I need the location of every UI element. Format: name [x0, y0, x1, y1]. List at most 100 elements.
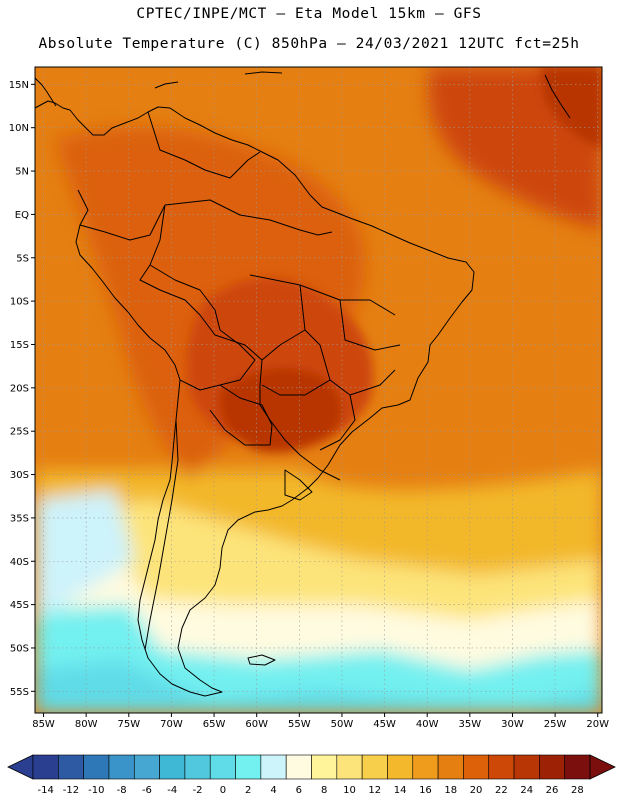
- colorbar-segment: [83, 754, 110, 780]
- title-line-1: CPTEC/INPE/MCT – Eta Model 15km – GFS: [136, 6, 482, 22]
- colorbar-label: 4: [270, 785, 276, 796]
- colorbar-label: -12: [63, 785, 79, 796]
- lat-tick-label: 35S: [10, 513, 29, 524]
- colorbar-label: 18: [444, 785, 457, 796]
- border-venezuela: [147, 111, 261, 179]
- lat-tick-label: 45S: [10, 600, 29, 611]
- colorbar-segment: [387, 754, 414, 780]
- colorbar-segment: [285, 754, 312, 780]
- colorbar-segment: [159, 754, 186, 780]
- lon-tick-label: 60W: [245, 719, 268, 730]
- colorbar-label: 24: [520, 785, 533, 796]
- colorbar-segment: [437, 754, 464, 780]
- colorbar-label: 2: [245, 785, 251, 796]
- coastlines: [35, 71, 571, 697]
- lat-tick-label: 20S: [10, 383, 29, 394]
- colorbar-label: -10: [88, 785, 104, 796]
- field-region-southwest-pacific-cold: [35, 490, 135, 620]
- field-region-southern-ocean-coldest: [35, 660, 602, 713]
- border-peru-colombia: [79, 204, 166, 241]
- border-brazil-west: [139, 204, 341, 481]
- colorbar-label: -2: [193, 785, 203, 796]
- colorbar-segment: [412, 754, 439, 780]
- lon-tick-label: 65W: [203, 719, 226, 730]
- lat-tick-label: 55S: [10, 687, 29, 698]
- lat-tick-label: 40S: [10, 557, 29, 568]
- colorbar-segment: [513, 754, 540, 780]
- falklands: [247, 654, 276, 666]
- colorbar-segment: [361, 754, 388, 780]
- border-argentina-chile: [144, 419, 179, 651]
- lat-tick-label: 50S: [10, 643, 29, 654]
- colorbar-segment: [539, 754, 565, 780]
- lon-tick-label: 20W: [586, 719, 609, 730]
- lat-tick-label: 10S: [10, 297, 29, 308]
- title-line-2: Absolute Temperature (C) 850hPa – 24/03/…: [38, 36, 580, 52]
- colorbar-segment: [488, 754, 515, 780]
- latitude-axis: 15N 10N 5N EQ 5S 10S 15S 20S 25S 30S 35S 40S 45S 50S 5…: [9, 80, 35, 698]
- lon-tick-label: 75W: [117, 719, 140, 730]
- colorbar-segment: [58, 754, 84, 780]
- colorbar-segment: [311, 754, 338, 780]
- map-frame: [34, 66, 603, 714]
- colorbar-segment: [32, 754, 59, 780]
- colorbar-label: 10: [343, 785, 356, 796]
- border-paraguay: [209, 384, 273, 446]
- lon-tick-label: 35W: [459, 719, 482, 730]
- lon-tick-label: 80W: [75, 719, 98, 730]
- colorbar-high-arrow: [589, 754, 616, 780]
- colorbar-segment: [260, 754, 287, 780]
- lon-tick-label: 45W: [373, 719, 396, 730]
- colorbar-label: -6: [142, 785, 152, 796]
- brazil-states: [249, 274, 401, 451]
- colorbar-segment: [133, 754, 160, 780]
- lat-tick-label: 25S: [10, 427, 29, 438]
- lon-tick-label: 55W: [288, 719, 311, 730]
- colorbar-label: -14: [37, 785, 53, 796]
- colorbar-segment: [564, 754, 591, 780]
- colorbar: -14 -12 -10 -8 -6 -4 -2 0 2 4 6 8 10 12 14 16 18 20 22 24 26…: [7, 754, 616, 796]
- colorbar-label: 14: [394, 785, 407, 796]
- field-region-ne-atlantic-hot: [540, 67, 602, 150]
- caribbean-islands: [154, 71, 571, 119]
- colorbar-segment: [184, 754, 211, 780]
- border-bolivia: [149, 264, 256, 391]
- lat-tick-label: EQ: [15, 210, 29, 221]
- lon-tick-label: 50W: [331, 719, 354, 730]
- border-uruguay: [284, 469, 313, 501]
- field-region-paraguay-sao-paulo-hot-spot: [219, 367, 343, 453]
- lat-tick-label: 30S: [10, 470, 29, 481]
- colorbar-label: 12: [368, 785, 381, 796]
- lon-tick-label: 85W: [32, 719, 55, 730]
- border-brazil-north: [164, 199, 333, 236]
- lat-lon-grid: [35, 67, 602, 713]
- colorbar-label: 0: [220, 785, 226, 796]
- temperature-field: [35, 67, 602, 713]
- lat-tick-label: 10N: [9, 123, 29, 134]
- colorbar-segment: [209, 754, 236, 780]
- south-america-coast: [35, 100, 475, 697]
- colorbar-label: -4: [167, 785, 177, 796]
- colorbar-segment: [108, 754, 135, 780]
- colorbar-label: 8: [321, 785, 327, 796]
- central-america-coast: [35, 77, 57, 107]
- lat-tick-label: 5N: [15, 167, 29, 178]
- colorbar-label: 16: [419, 785, 432, 796]
- lon-tick-label: 25W: [544, 719, 567, 730]
- lat-tick-label: 5S: [16, 253, 29, 264]
- lon-tick-label: 40W: [416, 719, 439, 730]
- colorbar-label: 28: [571, 785, 584, 796]
- lat-tick-label: 15S: [10, 340, 29, 351]
- lat-tick-label: 15N: [9, 80, 29, 91]
- colorbar-low-arrow: [7, 754, 34, 780]
- longitude-axis: 85W 80W 75W 70W 65W 60W 55W 50W 45W 40W 35W 30W 25W 2…: [32, 713, 609, 730]
- colorbar-segment: [463, 754, 490, 780]
- colorbar-segment: [336, 754, 363, 780]
- colorbar-label: 20: [470, 785, 483, 796]
- lon-tick-label: 70W: [160, 719, 183, 730]
- colorbar-label: 22: [495, 785, 508, 796]
- lon-tick-label: 30W: [501, 719, 524, 730]
- colorbar-label: -8: [117, 785, 127, 796]
- colorbar-label: 6: [296, 785, 302, 796]
